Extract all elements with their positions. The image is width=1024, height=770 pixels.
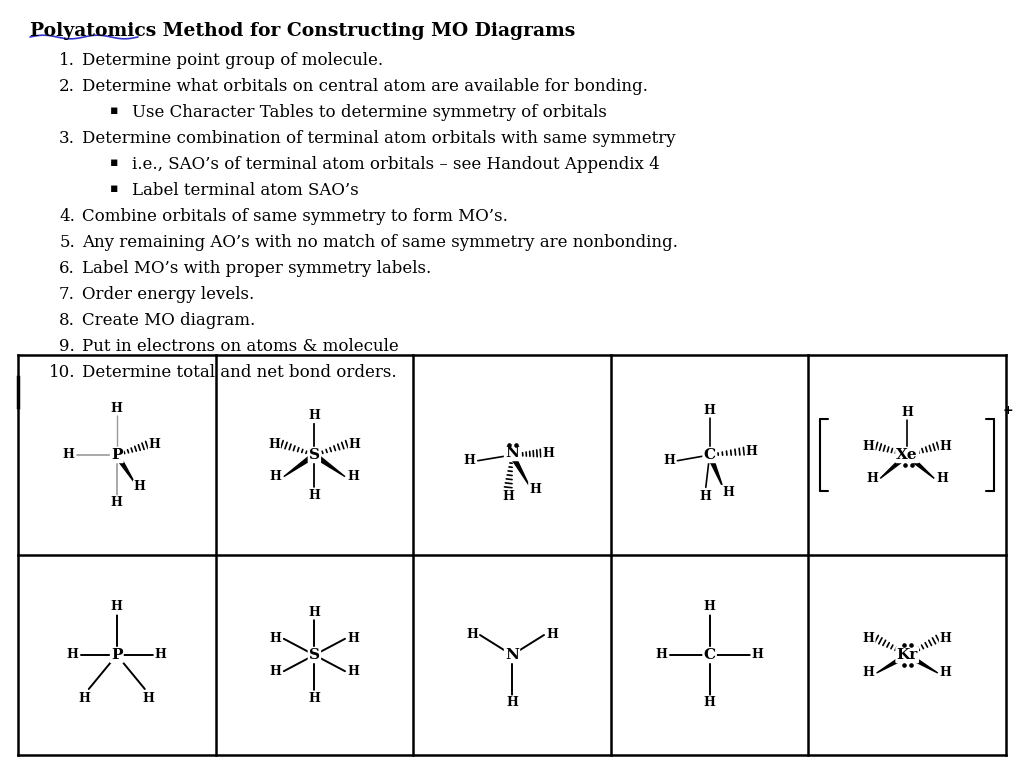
Polygon shape — [906, 653, 938, 673]
Text: H: H — [268, 437, 280, 450]
Text: H: H — [111, 497, 123, 510]
Text: H: H — [703, 601, 716, 614]
Polygon shape — [284, 453, 315, 477]
Text: H: H — [349, 437, 360, 450]
Text: H: H — [940, 440, 951, 453]
Polygon shape — [115, 454, 135, 483]
Text: 7.: 7. — [59, 286, 75, 303]
Text: Put in electrons on atoms & molecule: Put in electrons on atoms & molecule — [82, 338, 398, 355]
Text: H: H — [143, 691, 155, 705]
Text: Label terminal atom SAO’s: Label terminal atom SAO’s — [132, 182, 358, 199]
Text: H: H — [464, 454, 476, 467]
Text: 10.: 10. — [48, 364, 75, 381]
Text: 1.: 1. — [59, 52, 75, 69]
Text: H: H — [699, 490, 712, 503]
Text: H: H — [506, 697, 518, 709]
Text: P: P — [111, 448, 123, 462]
Text: Any remaining AO’s with no match of same symmetry are nonbonding.: Any remaining AO’s with no match of same… — [82, 234, 678, 251]
Text: H: H — [347, 470, 359, 483]
Text: H: H — [308, 409, 321, 422]
Text: ▪: ▪ — [110, 182, 118, 195]
Text: Order energy levels.: Order energy levels. — [82, 286, 254, 303]
Text: H: H — [148, 438, 161, 451]
Text: H: H — [664, 454, 675, 467]
Polygon shape — [905, 453, 934, 478]
Text: C: C — [703, 648, 716, 662]
Text: 2.: 2. — [59, 78, 75, 95]
Text: i.e., SAO’s of terminal atom orbitals – see Handout Appendix 4: i.e., SAO’s of terminal atom orbitals – … — [132, 156, 659, 173]
Text: H: H — [308, 489, 321, 502]
Text: H: H — [466, 628, 478, 641]
Text: Xe: Xe — [896, 448, 918, 462]
Text: H: H — [111, 401, 123, 414]
Text: H: H — [155, 648, 167, 661]
Text: Determine what orbitals on central atom are available for bonding.: Determine what orbitals on central atom … — [82, 78, 648, 95]
Polygon shape — [510, 454, 529, 485]
Text: 8.: 8. — [59, 312, 75, 329]
Text: H: H — [901, 406, 913, 419]
Text: H: H — [111, 601, 123, 614]
Text: Determine point group of molecule.: Determine point group of molecule. — [82, 52, 383, 69]
Text: H: H — [703, 697, 716, 709]
Text: H: H — [308, 691, 321, 705]
Text: Create MO diagram.: Create MO diagram. — [82, 312, 255, 329]
Text: N: N — [505, 446, 519, 460]
Text: H: H — [308, 605, 321, 618]
Text: 4.: 4. — [59, 208, 75, 225]
Text: Combine orbitals of same symmetry to form MO’s.: Combine orbitals of same symmetry to for… — [82, 208, 508, 225]
Polygon shape — [313, 453, 345, 477]
Text: 6.: 6. — [59, 260, 75, 277]
Text: +: + — [1002, 404, 1013, 417]
Text: H: H — [347, 632, 359, 645]
Text: Determine combination of terminal atom orbitals with same symmetry: Determine combination of terminal atom o… — [82, 130, 676, 147]
Polygon shape — [708, 454, 723, 487]
Polygon shape — [877, 653, 908, 673]
Text: 3.: 3. — [59, 130, 75, 147]
Text: H: H — [940, 667, 951, 679]
Text: Determine total and net bond orders.: Determine total and net bond orders. — [82, 364, 396, 381]
Text: ▪: ▪ — [110, 104, 118, 117]
Text: H: H — [67, 648, 79, 661]
Text: S: S — [309, 648, 319, 662]
Polygon shape — [881, 453, 909, 478]
Text: C: C — [703, 448, 716, 462]
Text: H: H — [270, 470, 282, 483]
Text: S: S — [309, 448, 319, 462]
Text: H: H — [134, 480, 145, 494]
Text: 5.: 5. — [59, 234, 75, 251]
Text: H: H — [270, 632, 282, 645]
Text: 9.: 9. — [59, 338, 75, 355]
Text: H: H — [862, 667, 874, 679]
Text: H: H — [655, 648, 668, 661]
Text: H: H — [270, 665, 282, 678]
Text: P: P — [111, 648, 123, 662]
Text: H: H — [752, 648, 764, 661]
Text: H: H — [936, 472, 948, 485]
Text: Polyatomics Method for Constructing MO Diagrams: Polyatomics Method for Constructing MO D… — [30, 22, 575, 40]
Text: H: H — [546, 628, 558, 641]
Text: H: H — [79, 691, 91, 705]
Text: H: H — [862, 440, 874, 453]
Text: Kr: Kr — [897, 648, 918, 662]
Text: H: H — [62, 448, 75, 461]
Text: H: H — [866, 472, 879, 485]
Text: Label MO’s with proper symmetry labels.: Label MO’s with proper symmetry labels. — [82, 260, 431, 277]
Text: ▪: ▪ — [110, 156, 118, 169]
Text: H: H — [745, 445, 758, 457]
Text: H: H — [502, 490, 514, 503]
Text: H: H — [529, 483, 541, 496]
Text: H: H — [722, 486, 734, 499]
Text: N: N — [505, 648, 519, 662]
Text: H: H — [543, 447, 554, 460]
Text: H: H — [862, 632, 874, 645]
Text: H: H — [347, 665, 359, 678]
Text: H: H — [703, 403, 716, 417]
Text: Use Character Tables to determine symmetry of orbitals: Use Character Tables to determine symmet… — [132, 104, 607, 121]
Text: H: H — [940, 632, 951, 645]
